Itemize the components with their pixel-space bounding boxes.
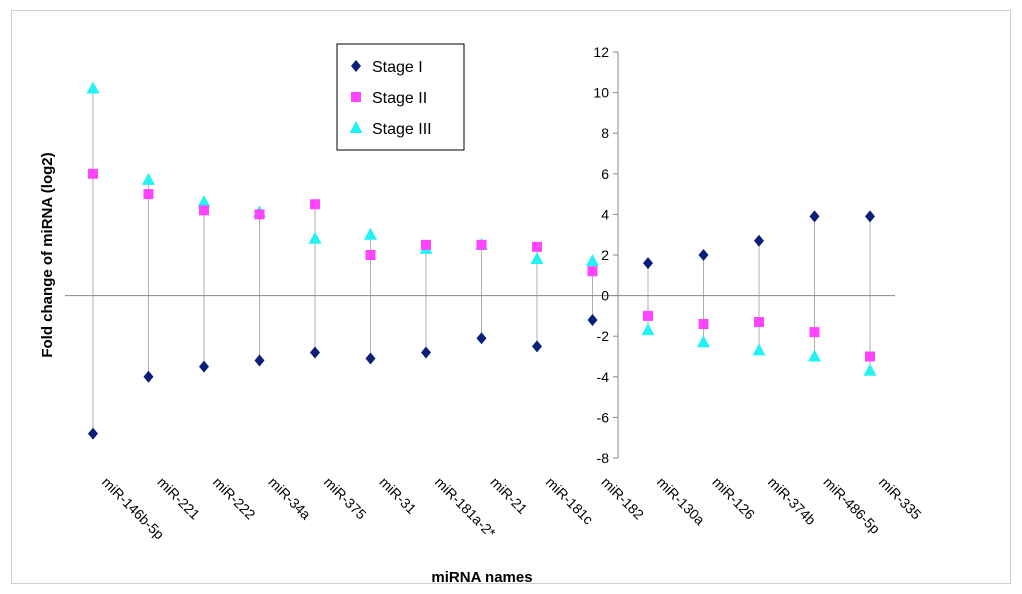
y-tick-label: 4 [601,206,609,222]
x-tick-label: miR-126 [709,474,758,523]
x-tick-label: miR-181c [543,474,597,528]
data-point [199,360,209,373]
y-axis-title: Fold change of miRNA (log2) [39,152,56,357]
drop-lines [92,88,871,434]
data-point [586,254,599,267]
data-point [365,250,376,260]
x-tick-label: miR-34a [265,474,314,523]
data-point [421,239,431,250]
data-point [697,335,710,348]
y-tick-label: 12 [593,44,609,60]
data-point [142,172,155,185]
x-tick-label: miR-221 [154,474,203,523]
data-point [532,340,542,353]
data-point [698,319,709,330]
data-point [310,199,320,210]
data-point [476,332,487,345]
data-point [809,210,820,223]
data-point [698,249,709,261]
data-point [308,231,322,244]
data-point [809,327,820,338]
y-tick-label: 6 [601,166,609,182]
legend-label: Stage I [372,59,423,76]
y-tick-label: 10 [593,85,609,101]
x-tick-label: miR-374b [765,474,819,528]
legend-label: Stage II [372,90,427,107]
data-point [754,316,764,327]
data-point [641,323,655,336]
data-point [643,310,653,321]
data-point [530,252,544,265]
data-point [476,239,487,250]
chart-frame [11,10,1011,584]
data-point [865,351,875,362]
legend: Stage I Stage II Stage III [336,43,465,151]
y-tick-label: 8 [601,125,609,141]
y-axis-ticks: -8 -6 -4 -2 0 2 4 6 8 10 12 [593,44,618,466]
data-point [88,168,98,179]
data-point [364,227,377,240]
y-tick-label: -2 [597,328,610,344]
x-axis-title: miRNA names [431,569,532,586]
data-point [863,363,877,376]
y-tick-label: 2 [601,247,609,263]
data-point [587,266,598,277]
data-point [643,257,653,270]
data-point [199,205,209,216]
x-tick-label: miR-21 [487,474,530,517]
data-point [143,370,154,383]
legend-marker [351,92,361,102]
data-point [310,346,320,359]
y-tick-label: -6 [597,409,610,425]
data-point [88,427,98,440]
data-point [197,195,211,208]
data-point [143,189,154,200]
data-point [421,346,431,359]
x-tick-label: miR-486-5p [820,474,883,537]
data-points [86,81,877,440]
data-point [532,241,542,252]
x-tick-label: miR-222 [210,474,259,523]
data-point [752,343,766,356]
legend-marker [351,60,361,72]
x-tick-label: miR-375 [321,474,370,523]
x-tick-label: miR-31 [376,474,419,517]
data-point [865,210,875,223]
data-point [587,313,598,326]
y-tick-label: -4 [597,369,610,385]
x-tick-label: miR-182 [598,474,647,523]
data-point [254,209,265,220]
data-point [754,234,764,247]
x-tick-label: miR-130a [654,474,708,528]
legend-label: Stage III [372,121,432,138]
data-point [808,349,821,362]
data-point [254,354,265,367]
y-tick-label: -8 [597,450,610,466]
data-point [86,81,100,94]
y-tick-label: 0 [601,288,609,304]
x-tick-label: miR-335 [876,474,925,523]
data-point [365,352,376,365]
legend-marker [349,121,363,133]
